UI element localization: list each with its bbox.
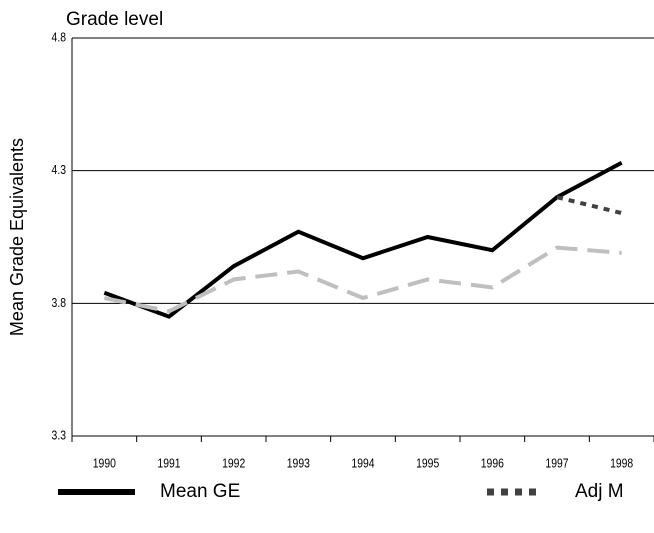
x-tick-label: 1994 [351, 456, 375, 470]
y-axis-label: Mean Grade Equivalents [7, 138, 27, 336]
x-tick-label: 1991 [157, 456, 180, 470]
y-tick-label: 4.8 [52, 30, 67, 44]
x-tick-label: 1997 [545, 456, 568, 470]
x-tick-label: 1998 [610, 456, 634, 470]
series-line [103, 245, 622, 314]
y-tick-label: 3.3 [52, 428, 67, 442]
chart-title: Grade level [66, 9, 163, 30]
legend-label: Adj M [575, 481, 624, 502]
series-line [103, 160, 623, 319]
series-line [556, 195, 623, 216]
x-tick-label: 1993 [287, 456, 311, 470]
y-tick-label: 3.8 [52, 296, 67, 310]
x-tick-label: 1990 [93, 456, 117, 470]
x-tick-label: 1995 [416, 456, 440, 470]
legend-label: Mean GE [160, 481, 240, 502]
x-tick-label: 1992 [222, 456, 245, 470]
y-tick-label: 4.3 [52, 163, 67, 177]
x-tick-label: 1996 [481, 456, 505, 470]
